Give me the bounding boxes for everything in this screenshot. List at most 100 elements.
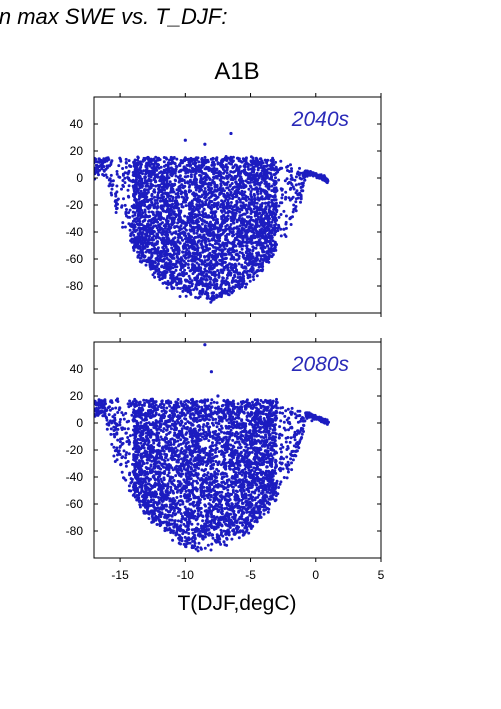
scatter-point bbox=[174, 268, 178, 272]
scatter-point bbox=[134, 245, 138, 249]
scatter-point bbox=[243, 261, 247, 264]
scatter-point bbox=[266, 164, 270, 167]
scatter-point bbox=[241, 244, 245, 248]
scatter-point bbox=[159, 249, 163, 253]
scatter-point bbox=[182, 221, 186, 225]
scatter-point bbox=[270, 189, 274, 193]
scatter-point bbox=[249, 215, 253, 219]
scatter-point bbox=[179, 451, 183, 455]
scatter-point bbox=[216, 161, 220, 165]
scatter-point bbox=[155, 210, 159, 214]
scatter-point bbox=[265, 176, 269, 180]
scatter-point bbox=[244, 225, 248, 229]
scatter-point bbox=[200, 195, 204, 198]
scatter-point bbox=[128, 164, 132, 168]
scatter-point bbox=[253, 187, 257, 191]
scatter-point bbox=[159, 212, 163, 216]
scatter-point bbox=[99, 164, 103, 167]
scatter-point bbox=[178, 295, 182, 298]
scatter-point bbox=[250, 262, 253, 266]
scatter-point bbox=[234, 492, 238, 496]
scatter-point bbox=[197, 265, 201, 269]
scatter-point bbox=[147, 177, 151, 181]
scatter-point bbox=[124, 157, 128, 161]
scatter-point bbox=[210, 163, 214, 167]
scatter-point bbox=[220, 217, 224, 221]
scatter-point bbox=[200, 157, 204, 160]
scatter-point bbox=[320, 175, 324, 178]
scatter-point bbox=[282, 476, 286, 479]
scatter-point bbox=[124, 161, 128, 165]
scatter-point bbox=[192, 479, 195, 483]
scatter-point bbox=[188, 291, 192, 295]
scatter-point bbox=[151, 211, 155, 214]
scatter-point bbox=[273, 187, 277, 190]
scatter-point bbox=[243, 205, 247, 209]
scatter-point bbox=[204, 158, 208, 162]
scatter-point bbox=[213, 198, 217, 202]
scatter-point bbox=[198, 200, 202, 203]
scatter-point bbox=[170, 275, 174, 279]
scatter-point bbox=[256, 212, 260, 216]
scatter-point bbox=[192, 205, 196, 209]
scatter-point bbox=[164, 224, 168, 228]
scatter-point bbox=[240, 263, 244, 267]
scatter-point bbox=[245, 282, 249, 286]
scatter-point bbox=[200, 203, 204, 207]
scatter-point bbox=[153, 242, 157, 246]
scatter-point bbox=[155, 212, 159, 216]
scatter-point bbox=[210, 187, 214, 190]
scatter-point bbox=[156, 162, 160, 166]
scatter-point bbox=[203, 260, 207, 264]
scatter-point bbox=[200, 236, 204, 240]
scatter-point bbox=[165, 253, 169, 257]
scatter-point bbox=[126, 171, 129, 175]
scatter-point bbox=[174, 199, 178, 202]
scatter-point bbox=[190, 282, 194, 286]
scatter-point bbox=[184, 417, 188, 421]
scatter-point bbox=[228, 196, 232, 200]
scatter-point bbox=[153, 180, 157, 184]
scatter-point bbox=[232, 226, 236, 230]
scatter-point bbox=[227, 252, 231, 256]
scatter-point bbox=[135, 177, 138, 181]
scatter-point bbox=[258, 157, 262, 161]
scatter-point bbox=[219, 248, 223, 252]
scatter-point bbox=[159, 179, 163, 183]
scatter-point bbox=[115, 207, 118, 211]
scatter-point bbox=[102, 165, 106, 169]
scatter-point bbox=[182, 197, 186, 201]
scatter-point bbox=[132, 223, 136, 227]
scatter-point bbox=[166, 236, 170, 240]
scatter-point bbox=[165, 286, 169, 290]
scatter-point bbox=[209, 220, 212, 224]
scatter-point bbox=[114, 211, 118, 214]
scatter-point bbox=[185, 223, 188, 227]
scatter-point bbox=[156, 235, 160, 239]
scatter-point bbox=[240, 282, 244, 286]
scatter-point bbox=[195, 261, 199, 265]
scatter-point bbox=[190, 268, 193, 272]
scatter-point bbox=[153, 251, 157, 255]
scatter-point bbox=[160, 409, 164, 413]
scatter-point bbox=[161, 229, 165, 233]
scatter-point bbox=[231, 241, 235, 245]
scatter-point bbox=[165, 179, 169, 183]
scatter-point bbox=[163, 269, 167, 273]
scatter-point bbox=[197, 160, 201, 164]
y-tick-label: -20 bbox=[66, 198, 84, 212]
scatter-point bbox=[220, 232, 224, 236]
scatter-point bbox=[135, 175, 139, 179]
scatter-point bbox=[138, 260, 142, 263]
scatter-point bbox=[274, 160, 278, 164]
scatter-point bbox=[322, 174, 326, 178]
scatter-point bbox=[224, 291, 228, 295]
scatter-point bbox=[180, 183, 184, 187]
scatter-point bbox=[171, 278, 175, 282]
scatter-point bbox=[212, 271, 216, 275]
scatter-point bbox=[184, 294, 188, 298]
scatter-point bbox=[292, 203, 296, 207]
scatter-point bbox=[174, 213, 178, 217]
scatter-point bbox=[231, 166, 235, 170]
